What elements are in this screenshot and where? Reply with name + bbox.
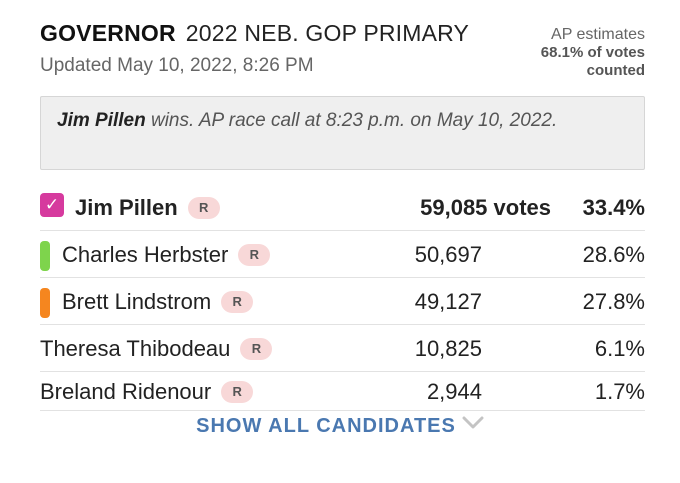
race-title: GOVERNOR 2022 NEB. GOP PRIMARY (40, 20, 469, 47)
race-call-notice: Jim Pillen wins. AP race call at 8:23 p.… (40, 96, 645, 170)
candidate-row: Brett Lindstrom R 49,127 27.8% (40, 278, 645, 325)
candidate-row: Charles Herbster R 50,697 28.6% (40, 231, 645, 278)
candidate-votes: 50,697 (414, 242, 482, 267)
party-badge: R (221, 381, 254, 403)
candidate-percent: 6.1% (594, 336, 645, 361)
show-all-candidates-button[interactable]: SHOW ALL CANDIDATES (0, 413, 680, 438)
ap-estimate-label: AP estimates (551, 26, 645, 43)
candidate-name-cell: Theresa Thibodeau R (40, 336, 273, 362)
candidate-name: Breland Ridenour (40, 379, 212, 404)
candidate-votes: 10,825 (414, 336, 482, 361)
candidate-votes: 59,085 votes (420, 195, 551, 220)
ap-estimate-percent: 68.1% of votes (540, 44, 645, 61)
candidate-percent: 27.8% (582, 289, 645, 314)
race-name: 2022 NEB. GOP PRIMARY (185, 20, 470, 46)
winner-check-icon: ✓ (40, 193, 64, 217)
candidate-name: Brett Lindstrom (62, 289, 212, 314)
candidate-votes: 2,944 (426, 379, 482, 404)
show-all-label: SHOW ALL CANDIDATES (196, 415, 456, 437)
candidate-name: Jim Pillen (75, 195, 178, 220)
candidate-name: Charles Herbster (62, 242, 229, 267)
candidate-name-cell: Brett Lindstrom R (62, 289, 254, 315)
candidate-name: Theresa Thibodeau (40, 336, 231, 361)
candidate-name-cell: Breland Ridenour R (40, 379, 254, 405)
candidate-row: ✓ Jim Pillen R 59,085 votes 33.4% (40, 184, 645, 231)
chevron-down-icon (462, 413, 484, 436)
candidate-percent: 1.7% (594, 379, 645, 404)
candidate-row: Theresa Thibodeau R 10,825 6.1% (40, 325, 645, 372)
candidate-row: Breland Ridenour R 2,944 1.7% (40, 372, 645, 411)
race-call-text: wins. AP race call at 8:23 p.m. on May 1… (145, 110, 558, 131)
candidate-table: ✓ Jim Pillen R 59,085 votes 33.4% Charles… (40, 184, 645, 411)
candidate-percent: 33.4% (582, 195, 645, 220)
party-badge: R (238, 244, 271, 266)
candidate-name-cell: Jim Pillen R (75, 195, 220, 221)
candidate-votes: 49,127 (414, 289, 482, 314)
race-call-winner: Jim Pillen (57, 110, 146, 131)
ap-estimate: AP estimates 68.1% of votes counted (541, 26, 645, 80)
candidate-name-cell: Charles Herbster R (62, 242, 271, 268)
candidate-color-swatch (40, 288, 50, 318)
candidate-percent: 28.6% (582, 242, 645, 267)
candidate-color-swatch (40, 241, 50, 271)
ap-estimate-counted: counted (586, 62, 645, 79)
updated-timestamp: Updated May 10, 2022, 8:26 PM (40, 55, 314, 76)
party-badge: R (240, 338, 273, 360)
party-badge: R (187, 197, 220, 219)
office-name: GOVERNOR (40, 20, 176, 46)
party-badge: R (221, 291, 254, 313)
